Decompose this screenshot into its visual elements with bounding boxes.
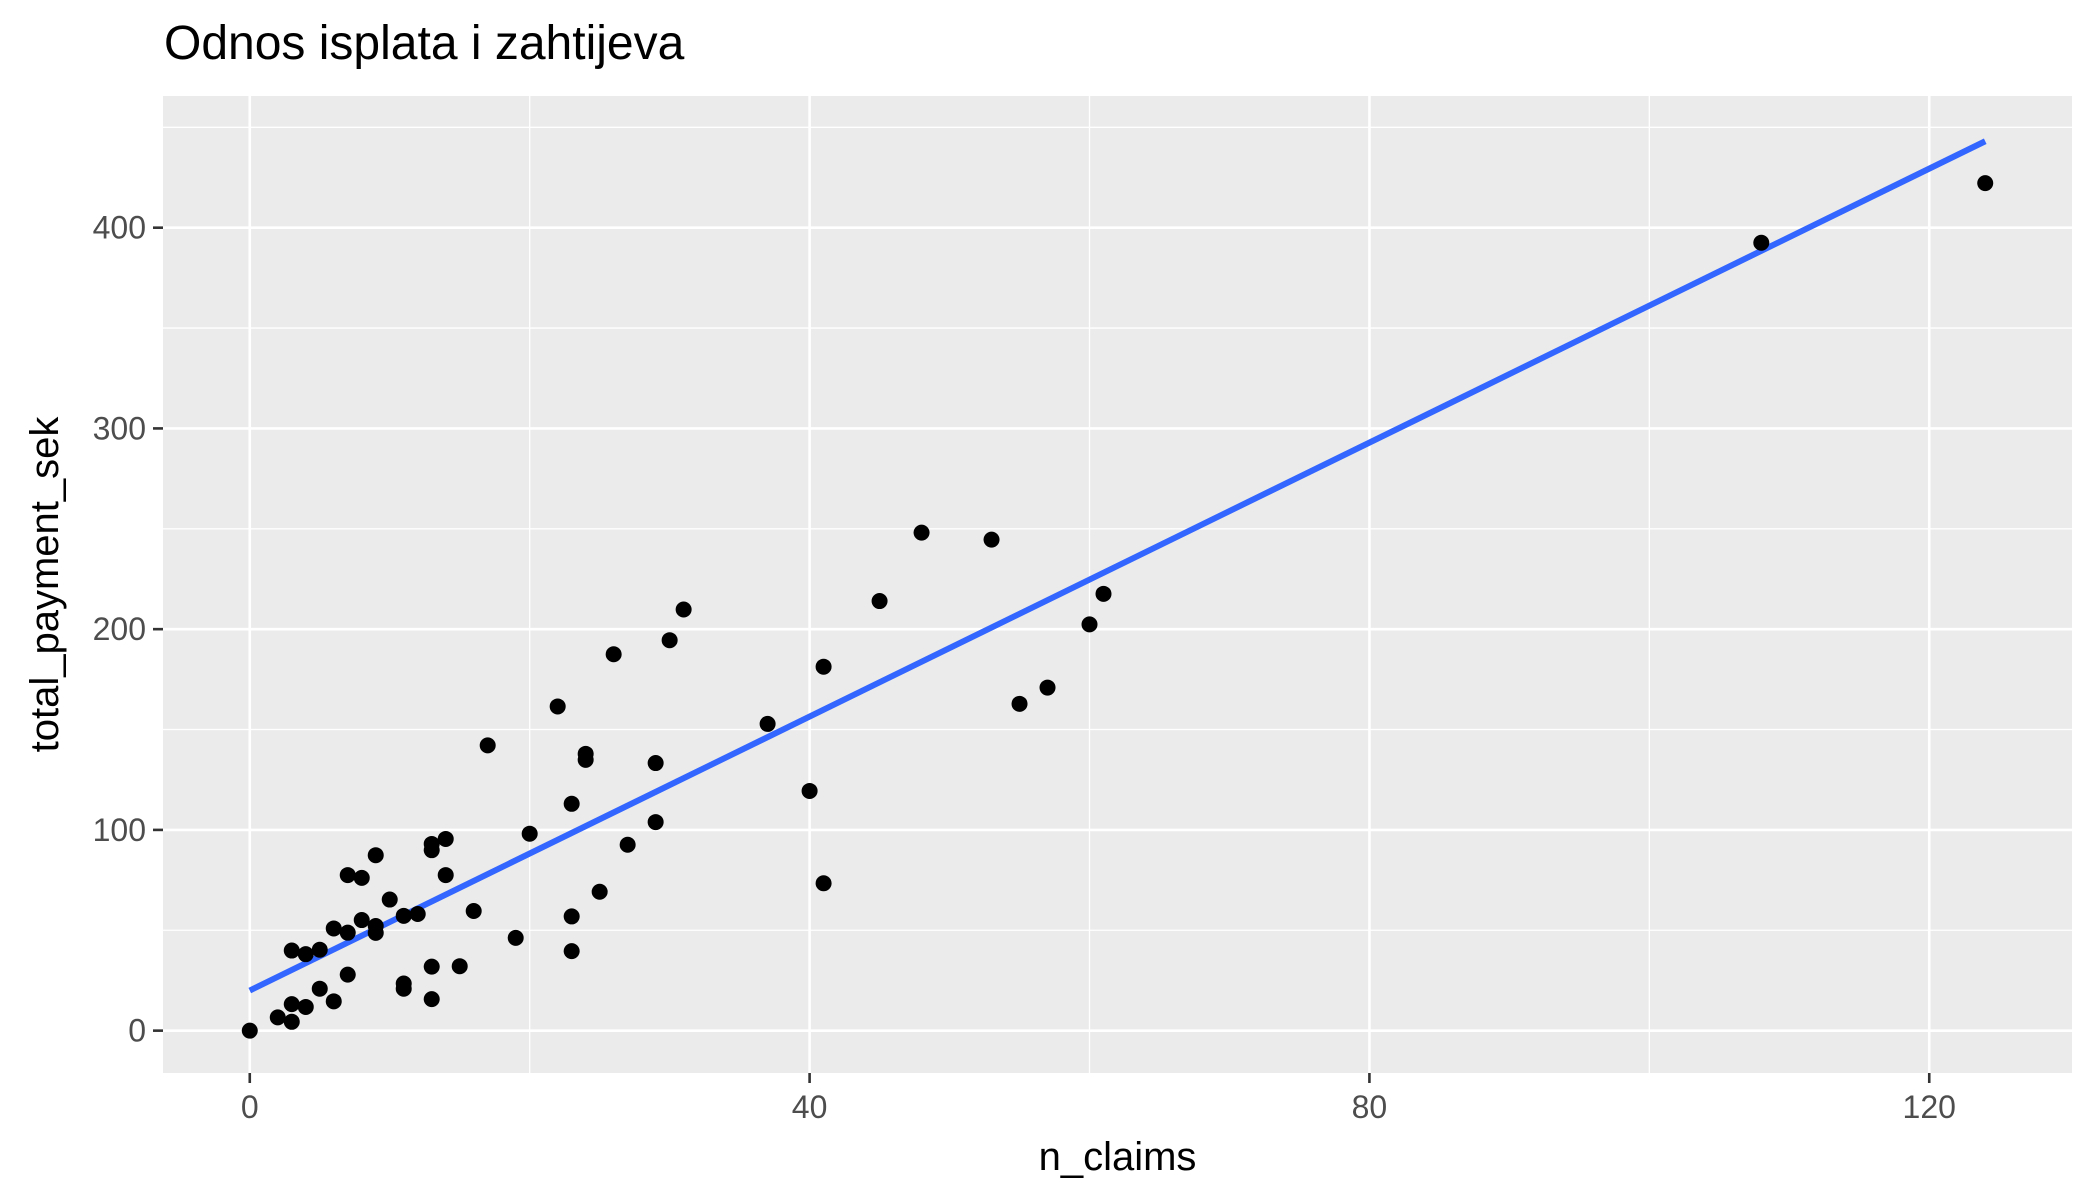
x-tick-label: 120 — [1903, 1089, 1956, 1125]
data-point — [591, 883, 608, 900]
x-tick-label: 0 — [241, 1089, 259, 1125]
data-point — [451, 958, 468, 975]
data-point — [339, 924, 356, 941]
data-point — [353, 869, 370, 886]
data-point — [661, 632, 678, 649]
data-point — [815, 875, 832, 892]
data-point — [759, 715, 776, 732]
x-axis: 0 40 80 120 — [241, 1073, 1956, 1125]
data-point — [297, 946, 314, 963]
data-point — [815, 658, 832, 675]
data-point — [395, 907, 412, 924]
data-point — [423, 835, 440, 852]
data-point — [465, 903, 482, 920]
data-point — [521, 825, 538, 842]
trend-line — [248, 138, 1987, 994]
data-point — [577, 745, 594, 762]
data-point — [423, 991, 440, 1008]
data-point — [563, 943, 580, 960]
data-point — [563, 908, 580, 925]
plot-panel — [163, 96, 2072, 1073]
data-point — [1753, 234, 1770, 251]
trend-line-layer — [248, 138, 1987, 994]
data-point — [325, 920, 342, 937]
y-tick-label: 0 — [128, 1013, 146, 1049]
data-point — [283, 942, 300, 959]
data-point — [325, 993, 342, 1010]
y-tick-label: 400 — [93, 210, 146, 246]
data-point — [1081, 616, 1098, 633]
data-points — [241, 175, 1994, 1039]
data-point — [913, 524, 930, 541]
data-point — [1011, 695, 1028, 712]
data-point — [983, 531, 1000, 548]
data-point — [297, 998, 314, 1015]
x-tick-label: 40 — [792, 1089, 828, 1125]
data-point — [619, 836, 636, 853]
data-point — [1095, 585, 1112, 602]
y-tick-label: 200 — [93, 611, 146, 647]
data-point — [1039, 679, 1056, 696]
data-point — [549, 698, 566, 715]
data-point — [647, 755, 664, 772]
data-point — [1977, 175, 1994, 192]
data-point — [367, 918, 384, 935]
data-point — [311, 980, 328, 997]
data-point — [437, 867, 454, 884]
data-point — [269, 1009, 286, 1026]
y-axis-title: total_payment_sek — [23, 416, 67, 753]
data-point — [647, 814, 664, 831]
chart-title: Odnos isplata i zahtijeva — [164, 17, 685, 70]
data-point — [675, 601, 692, 618]
data-point — [437, 830, 454, 847]
data-point — [241, 1022, 258, 1039]
data-point — [563, 795, 580, 812]
data-point — [395, 975, 412, 992]
minor-gridlines — [163, 96, 2072, 1073]
data-point — [339, 966, 356, 983]
data-point — [311, 941, 328, 958]
data-point — [353, 912, 370, 929]
data-point — [423, 958, 440, 975]
data-point — [381, 891, 398, 908]
data-point — [871, 593, 888, 610]
data-point — [367, 847, 384, 864]
major-gridlines — [163, 96, 2072, 1073]
data-point — [479, 737, 496, 754]
data-point — [283, 1013, 300, 1030]
data-point — [605, 646, 622, 663]
data-point — [409, 906, 426, 923]
y-tick-label: 100 — [93, 812, 146, 848]
y-axis: 0 100 200 300 400 — [93, 210, 163, 1049]
y-tick-label: 300 — [93, 410, 146, 446]
data-point — [283, 996, 300, 1013]
data-point — [801, 782, 818, 799]
data-point — [507, 929, 524, 946]
data-point — [339, 867, 356, 884]
x-axis-title: n_claims — [1039, 1135, 1197, 1179]
x-tick-label: 80 — [1352, 1089, 1388, 1125]
